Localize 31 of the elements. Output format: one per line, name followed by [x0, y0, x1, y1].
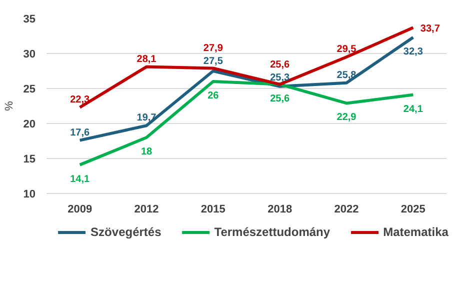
- data-label: 28,1: [136, 54, 157, 65]
- y-axis-title: %: [3, 100, 16, 111]
- y-tick-label: 25: [23, 84, 36, 96]
- data-label: 22,9: [336, 112, 357, 124]
- y-tick-label: 10: [23, 188, 36, 200]
- data-label: 18: [140, 146, 152, 158]
- data-label: 25,6: [270, 93, 290, 104]
- data-label: 29,5: [336, 44, 357, 55]
- data-label: 33,7: [420, 24, 440, 35]
- data-label: 14,1: [70, 174, 90, 185]
- y-tick-label: 20: [23, 118, 36, 130]
- data-label: 26: [208, 90, 220, 102]
- data-label: 32,3: [403, 46, 424, 58]
- x-tick-label: 2018: [268, 204, 292, 216]
- legend-label: Természettudomány: [214, 225, 330, 239]
- y-tick-label: 30: [23, 48, 36, 60]
- x-tick-label: 2025: [400, 204, 426, 216]
- y-tick-label: 15: [23, 154, 36, 166]
- data-label: 17,6: [70, 127, 90, 138]
- x-tick-label: 2022: [334, 204, 359, 216]
- legend-label: Matematika: [383, 225, 448, 239]
- data-label: 24,1: [403, 104, 424, 115]
- x-tick-label: 2012: [134, 204, 159, 216]
- x-tick-label: 2015: [200, 204, 226, 216]
- data-label: 25,3: [270, 72, 290, 84]
- y-tick-label: 35: [23, 14, 36, 26]
- data-label: 27,9: [203, 43, 224, 54]
- legend-label: Szövegértés: [90, 225, 162, 239]
- data-label: 25,6: [270, 59, 290, 70]
- x-tick-label: 2009: [68, 204, 92, 216]
- data-label: 27,5: [203, 56, 224, 68]
